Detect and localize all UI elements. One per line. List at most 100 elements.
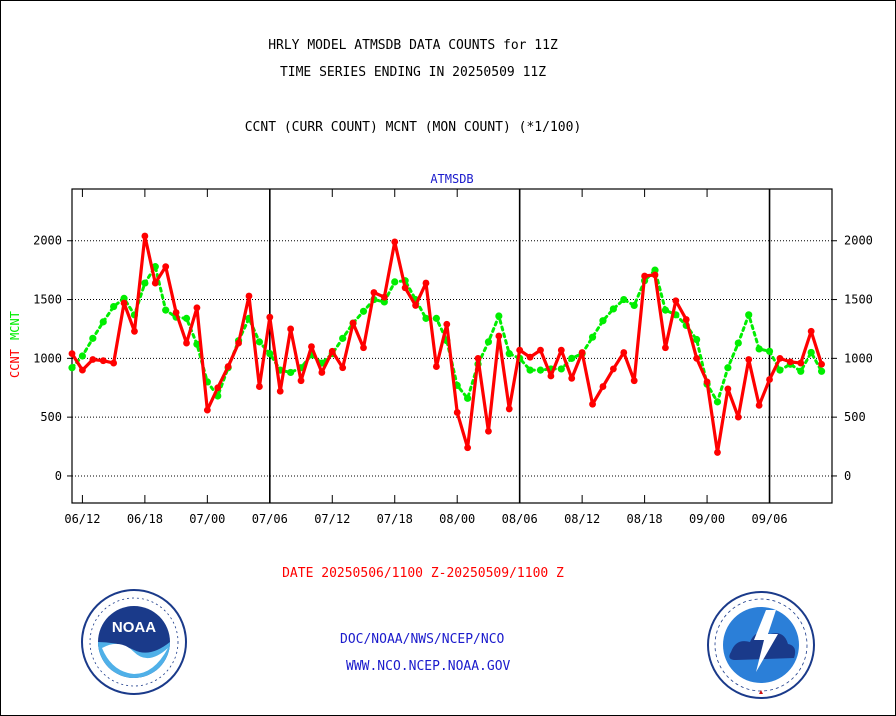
data-point-mcnt: [755, 345, 763, 353]
x-tick-label: 08/18: [627, 512, 663, 526]
data-point-mcnt: [422, 314, 430, 322]
data-point-ccnt: [672, 297, 680, 305]
y-tick-label-right: 0: [844, 469, 851, 483]
data-point-ccnt: [245, 292, 253, 300]
data-point-ccnt: [318, 369, 326, 376]
data-point-mcnt: [651, 266, 659, 274]
data-point-mcnt: [89, 334, 97, 342]
data-point-mcnt: [807, 348, 815, 357]
data-point-ccnt: [537, 346, 544, 354]
date-range-label: DATE 20250506/1100 Z-20250509/1100 Z: [282, 566, 564, 581]
data-point-ccnt: [651, 271, 659, 279]
x-tick-label: 08/00: [439, 512, 475, 526]
data-point-mcnt: [78, 352, 87, 360]
data-point-mcnt: [255, 338, 263, 346]
data-point-ccnt: [276, 387, 284, 395]
data-point-mcnt: [713, 398, 722, 406]
national-weather-service-logo: [707, 591, 815, 699]
data-point-mcnt: [630, 301, 638, 310]
data-point-ccnt: [568, 374, 576, 382]
y-tick-label-left: 0: [55, 469, 62, 483]
x-tick-label: 07/18: [377, 512, 413, 526]
x-tick-label: 09/06: [751, 512, 787, 526]
data-point-ccnt: [235, 339, 242, 347]
plot-border: [71, 188, 833, 504]
data-point-ccnt: [99, 357, 107, 365]
data-point-ccnt: [797, 359, 805, 367]
plot-title: ATMSDB: [430, 172, 473, 186]
data-point-mcnt: [609, 305, 617, 313]
data-point-mcnt: [588, 333, 597, 341]
data-point-ccnt: [807, 327, 815, 335]
y-axis-label-mcnt: MCNT: [8, 311, 22, 340]
data-point-ccnt: [203, 406, 211, 414]
data-point-ccnt: [266, 313, 274, 321]
data-point-ccnt: [609, 365, 617, 373]
chart-title-line1: HRLY MODEL ATMSDB DATA COUNTS for 11Z: [268, 38, 558, 53]
chart-subtitle: CCNT (CURR COUNT) MCNT (MON COUNT) (*1/1…: [244, 120, 582, 135]
data-point-ccnt: [380, 293, 388, 301]
data-point-ccnt: [110, 359, 118, 367]
data-point-ccnt: [360, 344, 367, 352]
data-point-mcnt: [599, 317, 607, 325]
data-point-mcnt: [68, 364, 76, 372]
data-point-mcnt: [162, 306, 170, 314]
data-point-ccnt: [255, 383, 263, 390]
data-point-ccnt: [578, 349, 586, 356]
data-point-ccnt: [485, 427, 492, 435]
data-point-ccnt: [120, 299, 128, 307]
data-point-ccnt: [589, 400, 596, 408]
data-point-ccnt: [474, 354, 482, 362]
data-point-mcnt: [745, 311, 753, 319]
data-point-ccnt: [297, 377, 305, 385]
data-point-mcnt: [817, 367, 826, 375]
data-point-ccnt: [183, 339, 190, 347]
data-point-mcnt: [568, 354, 576, 362]
data-point-ccnt: [432, 363, 440, 370]
data-point-mcnt: [693, 335, 701, 344]
data-point-ccnt: [505, 405, 513, 413]
data-point-mcnt: [765, 347, 774, 355]
data-point-ccnt: [141, 232, 149, 240]
x-tick-label: 09/00: [689, 512, 725, 526]
data-point-mcnt: [380, 298, 388, 306]
data-point-ccnt: [693, 354, 701, 362]
data-point-mcnt: [724, 364, 732, 372]
data-point-ccnt: [641, 272, 649, 280]
data-point-ccnt: [662, 344, 669, 352]
y-tick-label-left: 1000: [33, 351, 62, 365]
data-point-ccnt: [162, 263, 170, 271]
data-point-ccnt: [464, 444, 472, 452]
x-tick-label: 06/12: [64, 512, 100, 526]
data-point-mcnt: [339, 334, 347, 342]
data-point-ccnt: [755, 401, 763, 409]
noaa-logo: NOAA: [81, 589, 187, 695]
data-point-ccnt: [287, 325, 295, 333]
data-point-ccnt: [516, 346, 524, 354]
y-tick-label-left: 500: [40, 410, 62, 424]
data-point-ccnt: [349, 319, 357, 327]
data-point-ccnt: [412, 302, 419, 309]
data-point-ccnt: [401, 284, 409, 292]
data-point-ccnt: [68, 350, 76, 358]
data-point-ccnt: [703, 378, 711, 386]
x-tick-label: 06/18: [127, 512, 163, 526]
data-point-ccnt: [131, 327, 138, 335]
data-point-ccnt: [328, 347, 336, 355]
svg-text:NOAA: NOAA: [112, 619, 156, 636]
data-point-mcnt: [620, 295, 628, 304]
credit-line-2: WWW.NCO.NCEP.NOAA.GOV: [346, 659, 511, 674]
x-tick-label: 08/12: [564, 512, 600, 526]
data-point-mcnt: [287, 368, 295, 377]
data-point-mcnt: [484, 338, 493, 346]
data-point-mcnt: [141, 279, 149, 287]
data-point-mcnt: [110, 303, 118, 311]
data-point-ccnt: [391, 238, 399, 246]
data-point-ccnt: [766, 376, 773, 383]
y-axis-label-ccnt: CCNT: [8, 349, 22, 378]
data-point-ccnt: [214, 384, 222, 392]
data-point-ccnt: [308, 343, 315, 350]
data-point-ccnt: [599, 383, 607, 390]
data-point-mcnt: [391, 278, 399, 286]
data-point-ccnt: [370, 289, 378, 296]
